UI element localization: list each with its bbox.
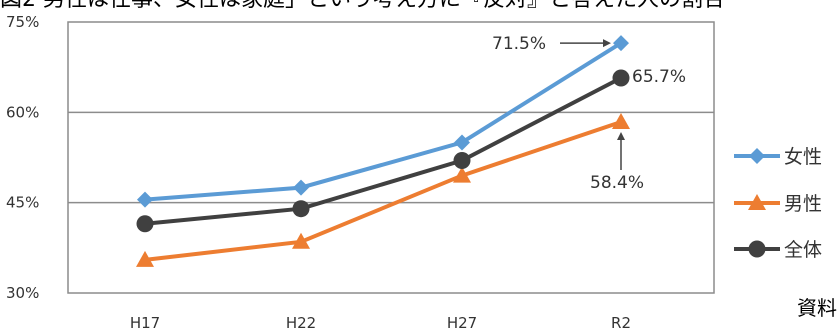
y-tick-label: 60% — [6, 103, 39, 121]
circle-marker — [136, 215, 154, 233]
diamond-marker — [749, 148, 765, 164]
diamond-marker — [137, 191, 153, 208]
circle-marker — [453, 152, 471, 170]
source-note: 資料 — [797, 296, 837, 320]
legend-item: 全体 — [734, 239, 822, 261]
circle-marker — [748, 240, 766, 258]
circle-marker — [612, 69, 630, 87]
circle-marker — [292, 200, 310, 218]
x-tick-label: H22 — [286, 314, 316, 332]
x-tick-label: R2 — [611, 314, 631, 332]
series-line — [144, 120, 622, 262]
diamond-marker — [293, 179, 309, 196]
x-tick-label: H17 — [130, 314, 160, 332]
diamond-marker — [613, 35, 629, 52]
triangle-marker — [748, 194, 766, 210]
data-label: 71.5% — [492, 34, 546, 54]
triangle-marker — [292, 232, 310, 249]
y-tick-label: 75% — [6, 13, 39, 31]
x-tick-label: H27 — [447, 314, 477, 332]
legend-label: 女性 — [784, 146, 822, 168]
chart-caption: 図2 男性は仕事、女性は家庭」という考え方に『反対』と答えた人の割合 — [0, 0, 725, 13]
callout-arrowhead — [603, 39, 611, 48]
triangle-marker — [453, 166, 471, 183]
legend-item: 男性 — [734, 193, 822, 215]
triangle-marker — [136, 250, 154, 267]
series-triangle — [136, 112, 630, 267]
legend-item: 女性 — [734, 146, 822, 168]
series-line — [144, 41, 623, 202]
y-tick-label: 30% — [6, 284, 39, 302]
legend-label: 全体 — [784, 239, 822, 261]
plot-frame — [67, 21, 715, 294]
series-line — [144, 76, 622, 226]
data-label: 65.7% — [632, 67, 686, 87]
y-tick-label: 45% — [6, 194, 39, 212]
legend-label: 男性 — [784, 193, 822, 215]
triangle-marker — [612, 112, 630, 129]
callout-arrowhead — [617, 131, 625, 140]
diamond-marker — [454, 134, 470, 151]
series-circle — [136, 69, 630, 233]
series-diamond — [137, 35, 629, 208]
data-label: 58.4% — [590, 173, 644, 193]
